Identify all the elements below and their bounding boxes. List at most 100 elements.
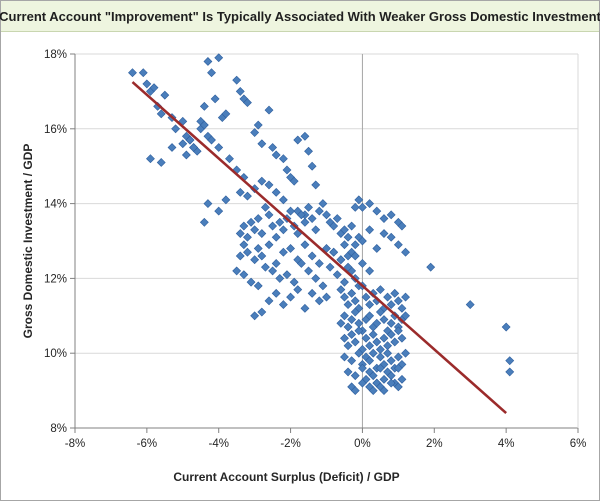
data-point-117 bbox=[314, 259, 324, 268]
data-point-79 bbox=[268, 221, 278, 231]
data-point-144 bbox=[257, 307, 267, 317]
data-point-181 bbox=[365, 311, 375, 321]
data-point-252 bbox=[365, 225, 375, 235]
data-point-247 bbox=[386, 378, 396, 388]
data-point-204 bbox=[383, 341, 393, 351]
data-point-274 bbox=[505, 356, 515, 366]
x-tick-label-2: -4% bbox=[208, 438, 228, 450]
data-point-104 bbox=[235, 251, 245, 261]
data-point-262 bbox=[386, 210, 396, 220]
data-point-191 bbox=[401, 311, 410, 321]
data-point-175 bbox=[343, 322, 353, 332]
data-point-202 bbox=[375, 345, 385, 354]
y-tick-label-1: 10% bbox=[44, 348, 67, 360]
data-point-177 bbox=[350, 307, 360, 317]
data-point-93 bbox=[318, 199, 328, 209]
y-tick-label-5: 18% bbox=[44, 49, 67, 61]
data-point-211 bbox=[354, 348, 364, 358]
y-tick-label-2: 12% bbox=[44, 273, 67, 285]
data-point-58 bbox=[203, 199, 213, 209]
data-point-183 bbox=[372, 318, 382, 328]
data-point-215 bbox=[368, 348, 378, 358]
data-point-253 bbox=[372, 244, 382, 253]
data-point-116 bbox=[307, 251, 317, 261]
data-point-207 bbox=[393, 326, 403, 336]
data-point-230 bbox=[368, 371, 378, 381]
data-point-26 bbox=[243, 98, 252, 108]
data-point-148 bbox=[286, 292, 295, 302]
data-point-178 bbox=[354, 318, 364, 328]
data-point-127 bbox=[253, 281, 263, 291]
data-point-109 bbox=[257, 251, 267, 261]
data-point-111 bbox=[271, 259, 281, 268]
data-point-241 bbox=[358, 378, 367, 388]
data-point-266 bbox=[336, 255, 346, 265]
data-point-36 bbox=[289, 176, 299, 186]
data-point-39 bbox=[304, 146, 313, 156]
data-point-80 bbox=[271, 232, 281, 242]
data-point-162 bbox=[365, 300, 375, 310]
data-point-105 bbox=[239, 240, 249, 250]
data-point-131 bbox=[282, 270, 292, 280]
data-point-267 bbox=[343, 262, 353, 272]
data-point-154 bbox=[336, 285, 346, 295]
data-point-193 bbox=[343, 341, 353, 351]
data-point-261 bbox=[379, 214, 389, 223]
data-point-143 bbox=[250, 311, 260, 321]
data-point-254 bbox=[379, 229, 389, 238]
data-point-70 bbox=[235, 229, 245, 238]
trendline bbox=[131, 81, 508, 415]
data-point-0 bbox=[128, 68, 137, 78]
y-tick-label-4: 16% bbox=[44, 124, 67, 136]
data-point-16 bbox=[199, 101, 209, 111]
data-point-173 bbox=[336, 318, 346, 328]
data-point-209 bbox=[340, 352, 349, 362]
scatter-points bbox=[128, 53, 515, 396]
data-point-224 bbox=[401, 348, 410, 358]
data-point-6 bbox=[156, 109, 166, 119]
data-point-184 bbox=[375, 307, 385, 317]
data-point-82 bbox=[278, 225, 288, 235]
x-axis-title: Current Account Surplus (Deficit) / GDP bbox=[173, 470, 399, 484]
data-point-268 bbox=[350, 251, 360, 261]
data-point-176 bbox=[347, 315, 357, 324]
data-point-130 bbox=[275, 273, 285, 283]
data-point-227 bbox=[358, 363, 367, 373]
data-point-172 bbox=[401, 292, 410, 302]
data-point-157 bbox=[347, 288, 357, 298]
data-point-145 bbox=[264, 296, 274, 306]
data-point-196 bbox=[354, 326, 364, 336]
data-point-115 bbox=[300, 240, 310, 250]
data-point-260 bbox=[372, 206, 382, 216]
data-point-165 bbox=[375, 285, 385, 295]
data-point-129 bbox=[268, 266, 278, 276]
x-tick-label-1: -6% bbox=[137, 438, 157, 450]
data-point-171 bbox=[397, 303, 407, 313]
data-point-87 bbox=[296, 210, 306, 220]
data-point-94 bbox=[322, 210, 331, 220]
x-tick-label-0: -8% bbox=[65, 438, 85, 450]
data-point-198 bbox=[361, 333, 371, 343]
data-point-33 bbox=[278, 154, 288, 164]
data-point-136 bbox=[318, 281, 328, 291]
data-point-74 bbox=[250, 225, 260, 235]
data-point-187 bbox=[386, 318, 396, 328]
data-point-199 bbox=[365, 341, 375, 351]
data-point-89 bbox=[304, 202, 313, 212]
data-point-243 bbox=[368, 386, 378, 396]
data-point-153 bbox=[322, 292, 331, 302]
data-point-52 bbox=[207, 135, 216, 145]
data-point-272 bbox=[465, 300, 475, 310]
data-point-203 bbox=[379, 333, 389, 343]
data-point-91 bbox=[311, 225, 321, 235]
data-point-50 bbox=[199, 120, 209, 130]
trendline-group bbox=[131, 81, 508, 415]
data-point-264 bbox=[397, 221, 407, 231]
data-point-132 bbox=[289, 277, 299, 287]
data-point-174 bbox=[340, 311, 349, 321]
data-point-41 bbox=[311, 180, 321, 190]
data-point-99 bbox=[340, 225, 349, 235]
data-point-40 bbox=[307, 161, 317, 171]
data-point-158 bbox=[350, 296, 360, 306]
